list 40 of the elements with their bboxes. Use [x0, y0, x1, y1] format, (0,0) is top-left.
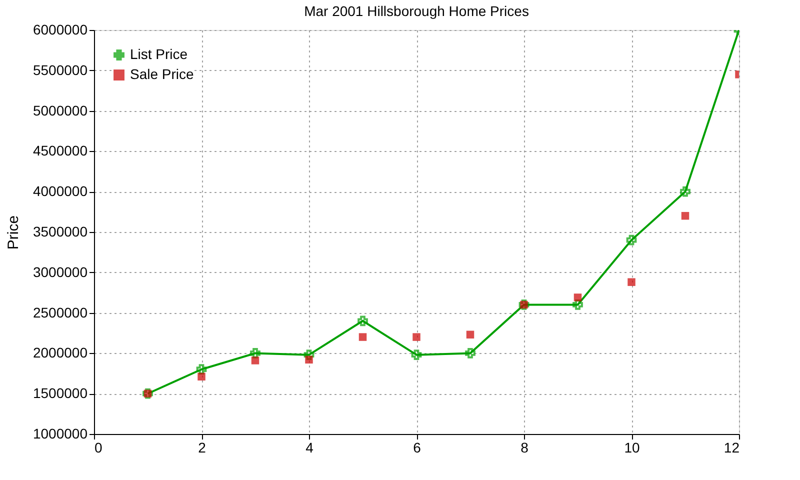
point — [626, 234, 637, 246]
point — [680, 186, 690, 197]
legend-label: Sale Price — [130, 66, 194, 82]
point — [572, 300, 583, 310]
y-tick-label: 5000000 — [32, 102, 88, 118]
x-tick-label: 8 — [520, 440, 529, 456]
point — [304, 350, 314, 360]
point — [251, 356, 260, 364]
point — [411, 350, 422, 360]
y-tick-label: 4500000 — [32, 142, 88, 159]
y-axis-title: Price — [4, 215, 22, 250]
y-tick-label: 2000000 — [32, 344, 88, 361]
point — [681, 212, 690, 220]
point — [574, 294, 582, 302]
point — [358, 333, 367, 341]
legend-label: List Price — [130, 46, 188, 62]
point — [196, 364, 207, 375]
y-tick-label: 1500000 — [32, 385, 88, 402]
point — [466, 330, 474, 338]
x-tick-label: 6 — [413, 440, 422, 456]
point — [250, 348, 260, 358]
y-tick-label: 6000000 — [32, 22, 88, 38]
x-tick-label: 12 — [724, 440, 740, 456]
x-tick-label: 4 — [306, 440, 314, 456]
y-tick-label: 3500000 — [32, 224, 88, 240]
point — [628, 278, 636, 286]
y-tick-label: 2500000 — [32, 304, 88, 320]
point — [465, 348, 476, 358]
chart-title: Mar 2001 Hillsborough Home Prices — [304, 3, 529, 19]
y-tick-label: 5500000 — [32, 62, 88, 78]
y-tick-label: 3000000 — [32, 264, 88, 280]
point — [412, 333, 420, 341]
point — [198, 372, 206, 381]
y-tick-label: 1000000 — [32, 426, 88, 442]
y-tick-label: 4000000 — [32, 183, 88, 200]
x-tick-label: 0 — [94, 440, 102, 456]
point — [358, 316, 368, 326]
x-tick-label: 2 — [198, 440, 206, 456]
point — [305, 356, 313, 364]
x-tick-label: 10 — [624, 440, 640, 456]
